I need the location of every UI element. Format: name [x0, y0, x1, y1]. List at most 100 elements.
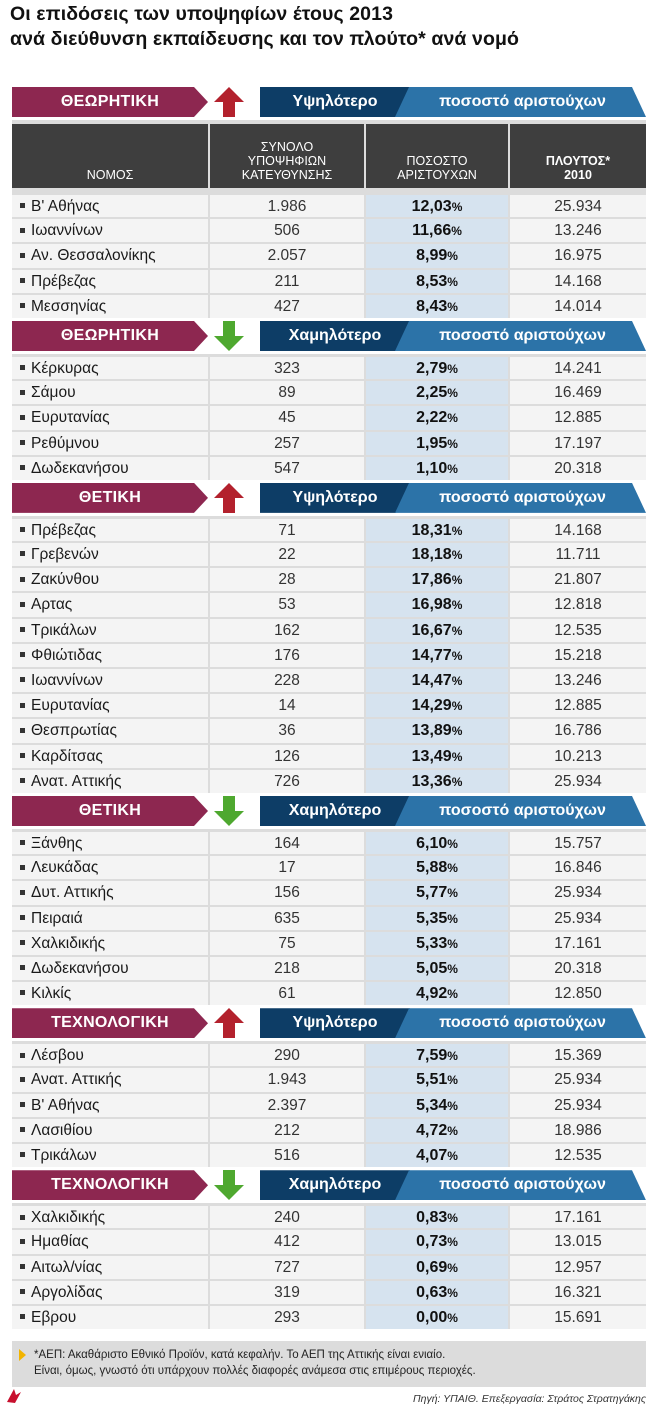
section-band: ΘΕΩΡΗΤΙΚΗ Χαμηλότερο ποσοστό αριστούχων: [12, 318, 646, 354]
cell-wealth: 16.321: [510, 1280, 646, 1304]
cell-wealth: 13.246: [510, 669, 646, 693]
cell-pct: 7,59%: [366, 1044, 508, 1067]
cell-pct: 0,83%: [366, 1206, 508, 1229]
cell-pct: 16,67%: [366, 618, 508, 642]
cell-nomos: Χαλκιδικής: [12, 931, 208, 955]
table-row: Χαλκιδικής 75 5,33% 17.161: [12, 930, 646, 955]
cell-pct: 0,63%: [366, 1280, 508, 1304]
bullet-icon: [20, 1263, 25, 1269]
bullet-icon: [20, 840, 25, 846]
footnote-marker-icon: [19, 1349, 26, 1361]
cell-pct: 4,92%: [366, 982, 508, 1006]
nomos-name: Φθιώτιδας: [31, 646, 102, 664]
cell-pct: 0,73%: [366, 1230, 508, 1254]
cell-wealth: 14.168: [510, 518, 646, 542]
section-name: ΤΕΧΝΟΛΟΓΙΚΗ: [12, 1008, 208, 1039]
cell-total: 126: [210, 744, 364, 768]
nomos-name: Γρεβενών: [31, 546, 99, 564]
nomos-name: Σάμου: [31, 384, 76, 402]
percent-sign: %: [451, 699, 463, 714]
percent-sign: %: [451, 598, 463, 613]
pct-value: 0,69: [416, 1258, 448, 1276]
cell-pct: 5,35%: [366, 906, 508, 930]
cell-nomos: Κιλκίς: [12, 982, 208, 1006]
bullet-icon: [20, 677, 25, 683]
cell-total: 547: [210, 456, 364, 480]
cell-wealth: 12.535: [510, 618, 646, 642]
percent-sign: %: [451, 749, 463, 764]
nomos-name: Αργολίδας: [31, 1283, 103, 1301]
percent-sign: %: [451, 623, 463, 638]
section-rank-label: Χαμηλότερο: [260, 321, 410, 351]
source-credit: Πηγή: ΥΠΑΙΘ. Επεξεργασία: Στράτος Στρατη…: [413, 1393, 646, 1405]
table-row: Ιωαννίνων 506 11,66% 13.246: [12, 217, 646, 243]
cell-wealth: 12.850: [510, 982, 646, 1006]
cell-wealth: 15.757: [510, 831, 646, 855]
section-metric-label: ποσοστό αριστούχων: [395, 1170, 646, 1200]
table-row: Σάμου 89 2,25% 16.469: [12, 379, 646, 405]
percent-sign: %: [447, 386, 458, 401]
cell-total: 412: [210, 1230, 364, 1254]
cell-wealth: 16.975: [510, 244, 646, 268]
cell-nomos: Αργολίδας: [12, 1280, 208, 1304]
percent-sign: %: [447, 886, 458, 901]
bullet-icon: [20, 439, 25, 445]
percent-sign: %: [451, 774, 463, 789]
cell-total: 240: [210, 1206, 364, 1229]
nomos-name: Θεσπρωτίας: [31, 722, 117, 740]
section-metric-text: ποσοστό αριστούχων: [439, 326, 606, 344]
table-row: Γρεβενών 22 18,18% 11.711: [12, 541, 646, 567]
cell-total: 211: [210, 269, 364, 293]
cell-wealth: 18.986: [510, 1118, 646, 1142]
cell-wealth: 16.786: [510, 719, 646, 743]
cell-wealth: 20.318: [510, 456, 646, 480]
cell-wealth: 16.469: [510, 381, 646, 405]
pct-value: 11,66: [412, 222, 452, 240]
cell-pct: 5,34%: [366, 1093, 508, 1117]
cell-nomos: Β' Αθήνας: [12, 195, 208, 218]
bullet-icon: [20, 1052, 25, 1058]
percent-sign: %: [447, 911, 458, 926]
cell-total: 257: [210, 431, 364, 455]
cell-wealth: 10.213: [510, 744, 646, 768]
column-header-total-line: ΚΑΤΕΥΘΥΝΣΗΣ: [241, 168, 333, 182]
table-row: Ξάνθης 164 6,10% 15.757: [12, 829, 646, 855]
percent-sign: %: [447, 1285, 458, 1300]
cell-wealth: 15.218: [510, 643, 646, 667]
percent-sign: %: [451, 224, 462, 239]
cell-nomos: Δυτ. Αττικής: [12, 881, 208, 905]
section-metric-text: ποσοστό αριστούχων: [439, 93, 606, 110]
pct-value: 13,36: [411, 772, 452, 790]
cell-nomos: Πρέβεζας: [12, 518, 208, 542]
section-rows: Λέσβου 290 7,59% 15.369 Ανατ. Αττικής 1.943 5,…: [12, 1041, 646, 1168]
section-name: ΘΕΩΡΗΤΙΚΗ: [12, 87, 208, 117]
percent-sign: %: [447, 299, 458, 314]
column-header-wealth: ΠΛΟΥΤΟΣ* 2010: [510, 124, 646, 188]
cell-pct: 4,07%: [366, 1144, 508, 1168]
cell-total: 45: [210, 406, 364, 430]
bullet-icon: [20, 652, 25, 658]
section-metric-label: ποσοστό αριστούχων: [395, 1008, 646, 1038]
up-arrow-icon: [214, 1008, 244, 1039]
cell-nomos: Ευρυτανίας: [12, 406, 208, 430]
cell-nomos: Θεσπρωτίας: [12, 719, 208, 743]
cell-nomos: Ρεθύμνου: [12, 431, 208, 455]
table-row: Πρέβεζας 211 8,53% 14.168: [12, 268, 646, 293]
section-name: ΘΕΤΙΚΗ: [12, 795, 208, 826]
bullet-icon: [20, 727, 25, 733]
bullet-icon: [20, 864, 25, 870]
table-row: Πειραιά 635 5,35% 25.934: [12, 905, 646, 930]
pct-value: 5,88: [416, 859, 448, 877]
percent-sign: %: [447, 1149, 458, 1163]
section-metric-text: ποσοστό αριστούχων: [439, 488, 606, 506]
cell-total: 506: [210, 219, 364, 243]
table-row: Ευρυτανίας 14 14,29% 12.885: [12, 692, 646, 718]
percent-sign: %: [447, 1049, 458, 1064]
table-row: Αν. Θεσσαλονίκης 2.057 8,99% 16.975: [12, 242, 646, 268]
nomos-name: Β' Αθήνας: [31, 1096, 100, 1114]
nomos-name: Ρεθύμνου: [31, 434, 100, 452]
table-row: Ημαθίας 412 0,73% 13.015: [12, 1228, 646, 1254]
table-row: Ανατ. Αττικής 1.943 5,51% 25.934: [12, 1066, 646, 1092]
pct-value: 5,77: [416, 884, 448, 902]
cell-wealth: 15.691: [510, 1305, 646, 1330]
